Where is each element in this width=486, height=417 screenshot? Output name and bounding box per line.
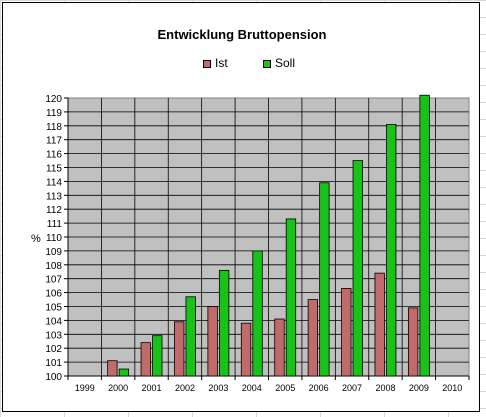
y-tick-label: 109 [45,247,62,258]
bar-ist-2004 [240,322,252,377]
y-tick-label: 116 [46,150,62,161]
y-tick-label: 117 [46,136,62,147]
bar-soll-2002 [185,296,196,377]
y-tick-label: 110 [46,233,62,244]
legend-swatch-soll [263,60,271,68]
bar-ist-2003 [207,306,218,377]
bar-ist-2000 [107,360,118,377]
y-tick-label: 114 [46,177,62,188]
bar-soll-2008 [386,124,397,377]
x-tick-label: 2004 [242,383,262,393]
y-tick-label: 101 [45,358,62,369]
y-tick-label: 104 [45,316,62,327]
y-axis-label: % [31,233,41,245]
x-tick-label: 2001 [142,383,162,393]
y-tick-label: 107 [45,275,62,286]
y-tick-label: 100 [45,372,62,383]
chart-title: Entwicklung Bruttopension [157,27,327,42]
x-tick-label: 2000 [108,383,128,393]
y-tick-label: 102 [45,344,62,355]
x-tick-label: 1999 [75,383,95,393]
x-tick-label: 2005 [275,383,295,393]
legend-label-ist: Ist [215,56,228,70]
y-tick-label: 120 [45,94,62,105]
bar-soll-2007 [352,160,363,377]
legend-swatch-ist [203,60,211,68]
bar-soll-2004 [252,250,263,377]
x-tick-label: 2010 [442,383,462,393]
x-tick-label: 2008 [375,383,395,393]
bar-ist-2001 [140,342,151,377]
y-tick-label: 113 [46,191,62,202]
bar-soll-2003 [218,269,230,377]
bar-ist-2009 [407,307,419,377]
x-tick-label: 2009 [409,383,429,393]
y-tick-label: 115 [46,164,62,175]
x-tick-label: 2006 [309,383,329,393]
y-tick-label: 119 [46,108,62,119]
y-tick-label: 106 [45,289,62,300]
x-tick-label: 2007 [342,383,362,393]
sheet-gridline-row [0,0,486,1]
bar-ist-2006 [307,299,319,377]
bar-soll-2001 [152,335,163,377]
bar-soll-2009 [419,94,430,377]
x-tick-label: 2002 [175,383,195,393]
bar-ist-2008 [374,272,385,377]
bar-ist-2007 [341,288,352,377]
bar-soll-2006 [319,182,330,377]
y-tick-label: 105 [45,303,62,314]
bar-ist-2002 [174,321,185,377]
bar-ist-2005 [274,318,285,377]
x-tick-label: 2003 [208,383,228,393]
sheet-gridline-col [0,0,1,417]
y-tick-label: 103 [45,330,62,341]
y-tick-label: 112 [46,205,62,216]
bar-soll-2000 [118,368,130,377]
bar-soll-2005 [285,218,297,377]
y-tick-label: 111 [47,219,63,230]
y-tick-label: 108 [45,261,62,272]
y-tick-label: 118 [46,122,62,133]
legend-label-soll: Soll [275,56,296,70]
